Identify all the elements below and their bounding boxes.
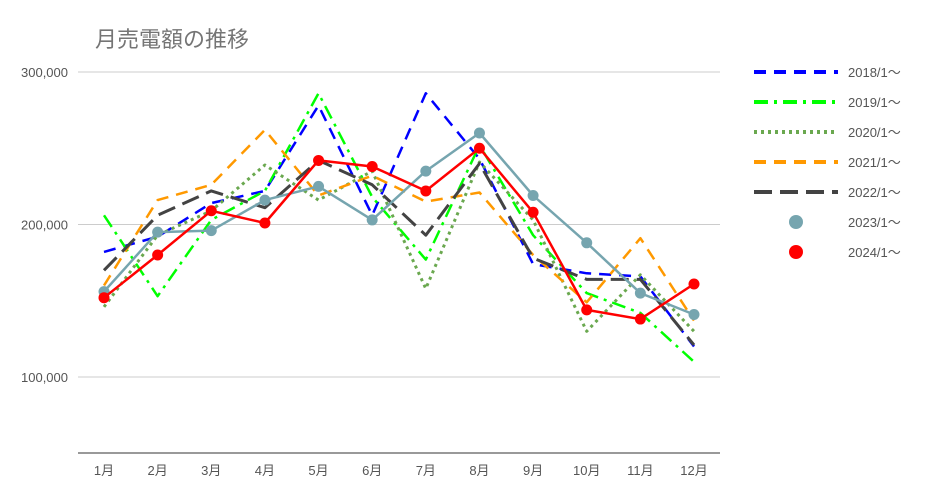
legend-label: 2019/1〜 (848, 95, 901, 110)
series-layer (98, 92, 700, 363)
data-point (634, 287, 646, 299)
y-tick-label: 200,000 (21, 218, 68, 233)
legend-item: 2021/1〜 (754, 155, 901, 170)
series-line (102, 158, 696, 346)
x-tick-label: 3月 (201, 463, 221, 478)
data-point (420, 185, 432, 197)
data-point (581, 237, 593, 249)
series-line (103, 131, 695, 316)
legend-item: 2020/1〜 (754, 125, 901, 140)
legend-item: 2024/1〜 (789, 245, 901, 260)
data-point (473, 142, 485, 154)
data-point (527, 190, 539, 202)
series-line (102, 128, 696, 322)
series-line (102, 92, 695, 363)
y-tick-label: 300,000 (21, 65, 68, 80)
legend-label: 2023/1〜 (848, 215, 901, 230)
x-tick-label: 6月 (362, 463, 382, 478)
data-point (420, 165, 432, 177)
x-tick-label: 8月 (469, 463, 489, 478)
x-tick-label: 1月 (94, 463, 114, 478)
legend-label: 2018/1〜 (848, 65, 901, 80)
legend-item: 2018/1〜 (754, 65, 901, 80)
data-point (688, 308, 700, 320)
legend-label: 2024/1〜 (848, 245, 901, 260)
data-point (152, 249, 164, 261)
axis-layer: 100,000 200,000 300,000 1月 2月 3月 4月 5月 6月 7月 8月 9月 1… (21, 65, 720, 478)
data-point (581, 304, 593, 316)
data-point (634, 313, 646, 325)
data-point (98, 292, 110, 304)
x-tick-label: 2月 (148, 463, 168, 478)
data-point (313, 154, 325, 166)
grid-layer (78, 71, 720, 378)
x-tick-label: 12月 (680, 463, 707, 478)
legend-item: 2022/1〜 (754, 185, 901, 200)
series-line (103, 146, 695, 321)
x-tick-label: 9月 (523, 463, 543, 478)
chart-title: 月売電額の推移 (95, 28, 250, 53)
x-tick-label: 11月 (627, 463, 654, 478)
legend-label: 2020/1〜 (848, 125, 901, 140)
data-point (366, 214, 378, 226)
legend-marker (789, 245, 803, 259)
x-tick-label: 7月 (416, 463, 436, 478)
series-3 (102, 160, 696, 333)
series-5 (102, 158, 696, 346)
series-2 (102, 92, 695, 363)
x-tick-label: 5月 (308, 463, 328, 478)
data-point (205, 205, 217, 217)
legend-label: 2022/1〜 (848, 185, 901, 200)
series-line (103, 92, 695, 348)
legend-item: 2023/1〜 (789, 215, 901, 230)
data-point (259, 217, 271, 229)
data-point (527, 206, 539, 218)
series-7 (98, 142, 700, 325)
data-point (473, 127, 485, 139)
data-point (259, 194, 271, 206)
y-tick-label: 100,000 (21, 370, 68, 385)
x-tick-label: 10月 (573, 463, 600, 478)
series-4 (102, 128, 696, 322)
series-line (102, 160, 696, 333)
data-point (205, 225, 217, 237)
data-point (366, 161, 378, 173)
legend-label: 2021/1〜 (848, 155, 901, 170)
series-1 (103, 92, 695, 348)
legend-item: 2019/1〜 (754, 95, 901, 110)
legend-marker (789, 215, 803, 229)
x-tick-label: 4月 (255, 463, 275, 478)
data-point (152, 226, 164, 238)
data-point (688, 278, 700, 290)
data-point (313, 180, 325, 192)
legend: 2018/1〜 2019/1〜 2020/1〜 2021/1〜 2022/1〜 2023/… (754, 65, 901, 260)
